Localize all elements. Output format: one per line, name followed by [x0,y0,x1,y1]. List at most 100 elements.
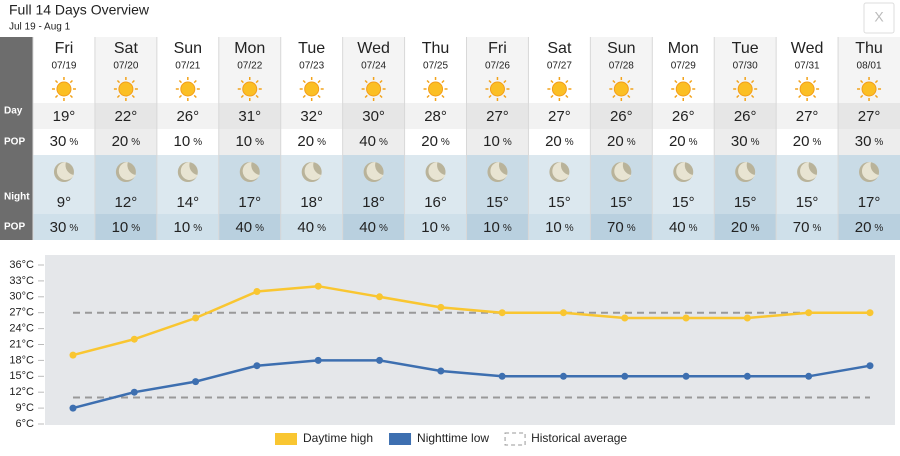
day-name: Mon [668,40,699,57]
cell-bg [466,190,529,214]
day-pop-value: 10 [235,133,252,150]
y-tick-label: 27°C [9,307,34,319]
sun-icon [733,77,758,101]
sun-ray [627,94,631,99]
close-button[interactable] [863,2,895,34]
day-date: 07/20 [113,61,138,72]
sun-ray [69,94,73,99]
sun-ray [627,79,631,84]
day-pop-value: 20 [112,133,129,150]
day-date: 07/27 [547,61,572,72]
cell-bg [94,103,157,129]
sun-icon [857,77,882,101]
pop-unit: % [751,223,760,234]
night-pop-value: 40 [297,219,314,236]
series-point [69,351,77,359]
sun-disc [799,81,815,97]
sun-icon [795,77,820,101]
night-temp: 15° [796,194,819,211]
row-label: Day [4,106,23,117]
title: Full 14 Days Overview [9,2,150,18]
sun-ray [255,94,259,99]
sun-ray [441,94,445,99]
night-pop-value: 10 [421,219,438,236]
series-point [498,372,506,380]
series-point [130,388,138,396]
day-pop-value: 20 [297,133,314,150]
series-line [72,284,870,357]
sun-ray [488,79,492,84]
series-point [314,356,322,364]
moon-icon [611,161,632,182]
day-pop: 20% [112,133,141,150]
cell-bg [156,190,219,214]
moon-cut [614,161,632,180]
sun-ray [240,79,244,84]
day-pop-value: 40 [359,133,376,150]
night-pop-value: 10 [545,219,562,236]
cell-bg [404,129,467,155]
row-label: Night [4,192,30,203]
y-tick-label: 12°C [9,386,34,398]
cell-bg [342,214,405,240]
night-pop: 20% [855,219,884,236]
pop-unit: % [69,223,78,234]
legend-label: Historical average [531,431,627,445]
series-point [743,372,751,380]
plot-area [45,255,895,425]
sun-icon [299,77,324,101]
cell-bg [590,37,653,75]
night-pop-value: 40 [235,219,252,236]
sun-disc [551,81,567,97]
day-pop-value: 30 [855,133,872,150]
cell-bg [776,103,839,129]
legend-label: Nighttime low [417,431,489,445]
sun-ray [426,79,430,84]
day-pop: 20% [297,133,326,150]
sun-ray [751,79,755,84]
pop-unit: % [193,137,202,148]
series-point [437,367,445,375]
day-temp: 26° [672,108,695,125]
sun-ray [255,79,259,84]
sun-ray [178,94,182,99]
pop-unit: % [255,137,264,148]
day-pop: 30% [855,133,884,150]
cell-bg [404,190,467,214]
close-label[interactable]: X [874,9,884,25]
sun-ray [503,94,507,99]
day-temp: 27° [486,108,509,125]
sun-ray [379,94,383,99]
series-point [682,314,690,322]
pop-unit: % [503,137,512,148]
night-temp: 15° [548,194,571,211]
day-temp: 28° [424,108,447,125]
moon-cut [242,161,260,180]
day-temp: 27° [796,108,819,125]
moon-cut [180,161,198,180]
sun-ray [874,79,879,84]
day-temp: 26° [734,108,757,125]
cell-bg [33,214,95,240]
day-pop: 40% [359,133,388,150]
cell-bg [466,214,529,240]
cell-bg [838,129,900,155]
day-pop-value: 30 [50,133,67,150]
cell-bg [838,214,900,240]
cell-bg [590,103,653,129]
night-temp: 15° [486,194,509,211]
series-point [253,288,261,295]
cell-bg [33,129,95,155]
cell-bg [156,103,219,129]
moon-icon [177,161,198,182]
day-date: 07/25 [423,61,448,72]
day-pop: 10% [235,133,264,150]
cell-bg [94,190,157,214]
moon-icon [425,161,446,182]
series-point [498,309,506,317]
day-temp: 26° [610,108,633,125]
cell-bg [528,214,591,240]
moon-icon [673,161,694,182]
day-name: Fri [55,40,74,57]
night-pop: 70% [793,219,822,236]
